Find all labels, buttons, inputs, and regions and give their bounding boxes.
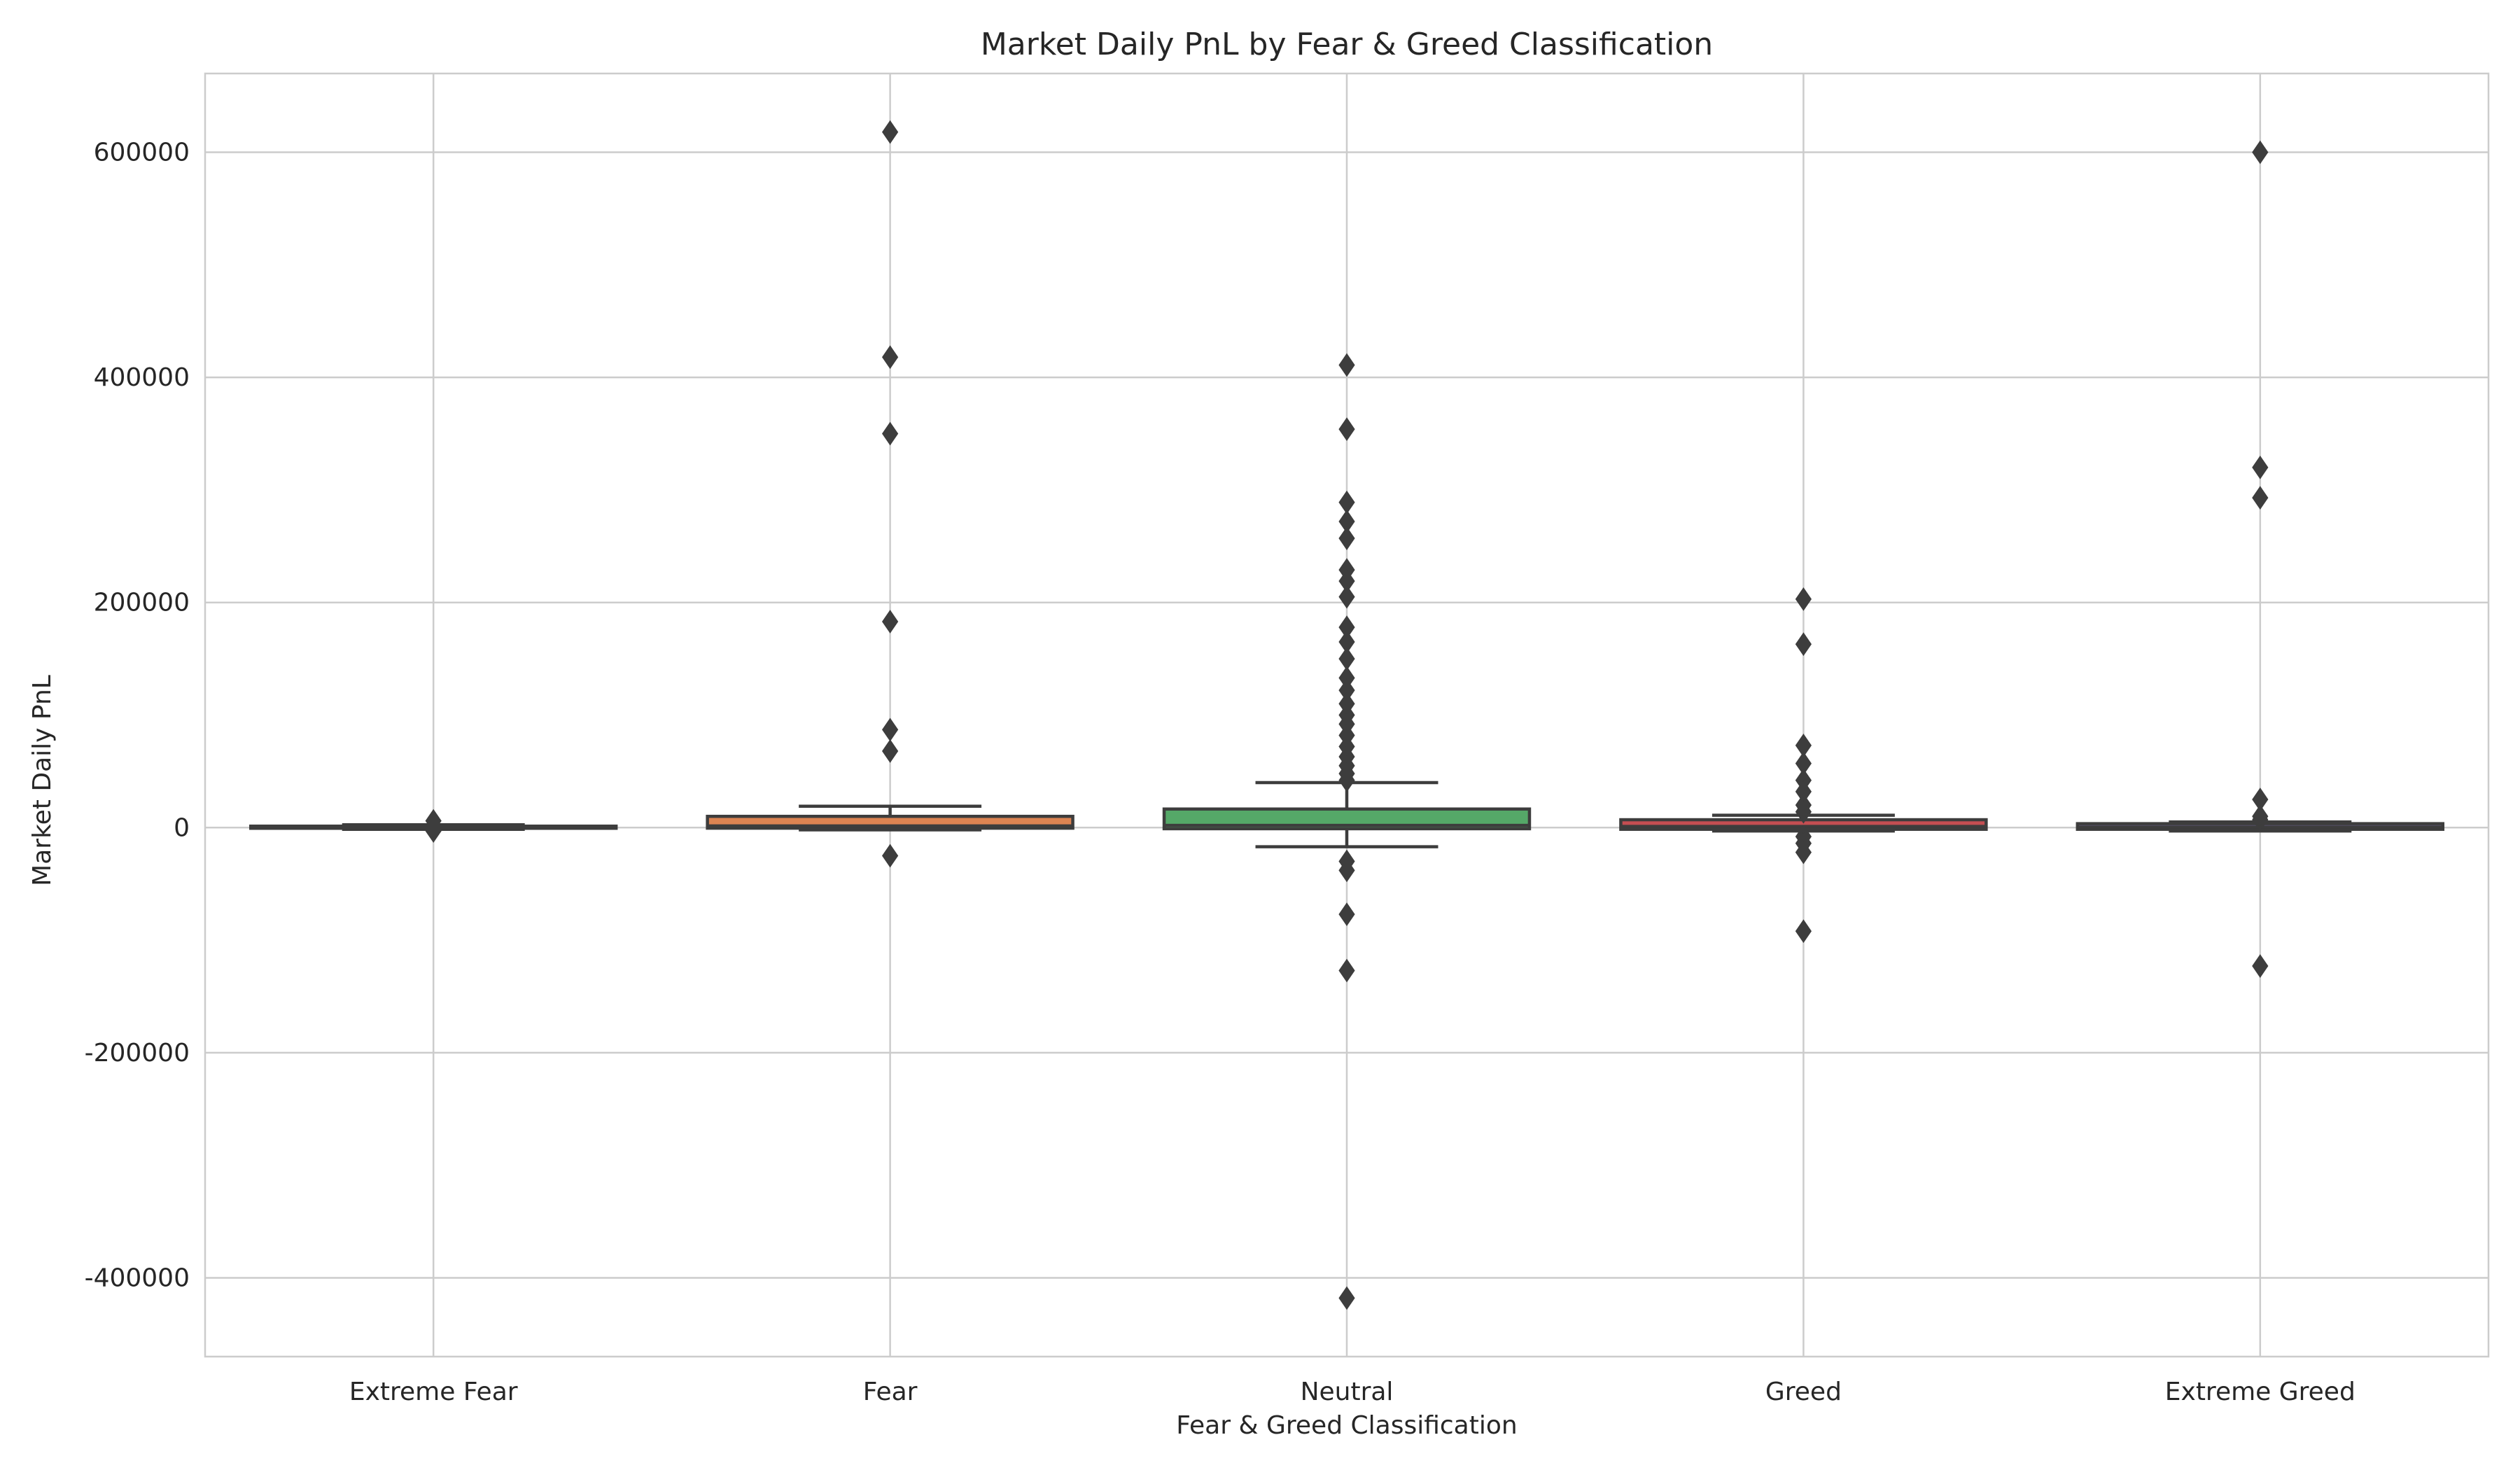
y-tick-label-0: -400000 <box>85 1264 190 1292</box>
outlier-point-1-3 <box>881 610 899 634</box>
y-tick-label-4: 400000 <box>94 363 190 392</box>
outlier-point-2-25 <box>1338 958 1355 983</box>
outlier-point-0-1 <box>425 819 442 843</box>
outlier-point-1-6 <box>881 844 899 868</box>
x-tick-label-4: Extreme Greed <box>2165 1378 2356 1406</box>
plot-frame <box>204 72 2490 1358</box>
y-tick-label-3: 200000 <box>94 589 190 617</box>
outlier-point-3-1 <box>1795 632 1812 657</box>
outlier-point-4-0 <box>2252 140 2269 164</box>
y-tick-label-5: 600000 <box>94 139 190 167</box>
outlier-point-2-26 <box>1338 1286 1355 1310</box>
outlier-point-4-6 <box>2252 954 2269 978</box>
x-axis-label: Fear & Greed Classification <box>1176 1411 1517 1440</box>
chart-title: Market Daily PnL by Fear & Greed Classif… <box>981 27 1713 62</box>
outlier-point-3-0 <box>1795 587 1812 611</box>
outlier-point-2-24 <box>1338 902 1355 926</box>
outlier-point-2-21 <box>1338 768 1355 792</box>
outlier-point-2-23 <box>1338 858 1355 883</box>
outlier-point-1-1 <box>881 345 899 370</box>
x-tick-label-3: Greed <box>1765 1378 1842 1406</box>
outlier-point-1-0 <box>881 120 899 144</box>
outlier-point-3-7 <box>1795 799 1812 824</box>
outlier-point-2-7 <box>1338 584 1355 609</box>
outlier-point-3-11 <box>1795 919 1812 944</box>
outlier-point-2-1 <box>1338 417 1355 441</box>
outlier-point-4-1 <box>2252 455 2269 479</box>
outlier-point-2-4 <box>1338 526 1355 550</box>
box-2 <box>1162 353 1532 1310</box>
boxes-layer <box>248 120 2445 1310</box>
box-0 <box>248 808 618 843</box>
y-tick-label-2: 0 <box>174 813 190 842</box>
outlier-point-3-10 <box>1795 840 1812 864</box>
outlier-point-2-0 <box>1338 353 1355 377</box>
outlier-point-1-5 <box>881 739 899 763</box>
box-1 <box>706 120 1074 868</box>
y-axis-label: Market Daily PnL <box>28 675 57 886</box>
tick-labels: -400000 -200000 0 200000 400000 600000 Extreme… <box>85 139 2356 1406</box>
x-tick-label-1: Fear <box>863 1378 918 1406</box>
y-tick-label-1: -200000 <box>85 1039 190 1068</box>
outlier-point-4-2 <box>2252 486 2269 510</box>
box-4 <box>2076 140 2445 978</box>
box-3 <box>1619 587 1988 944</box>
x-tick-label-0: Extreme Fear <box>349 1378 518 1406</box>
outlier-point-1-2 <box>881 421 899 446</box>
outlier-point-4-5 <box>2252 808 2269 832</box>
x-tick-label-2: Neutral <box>1301 1378 1394 1406</box>
